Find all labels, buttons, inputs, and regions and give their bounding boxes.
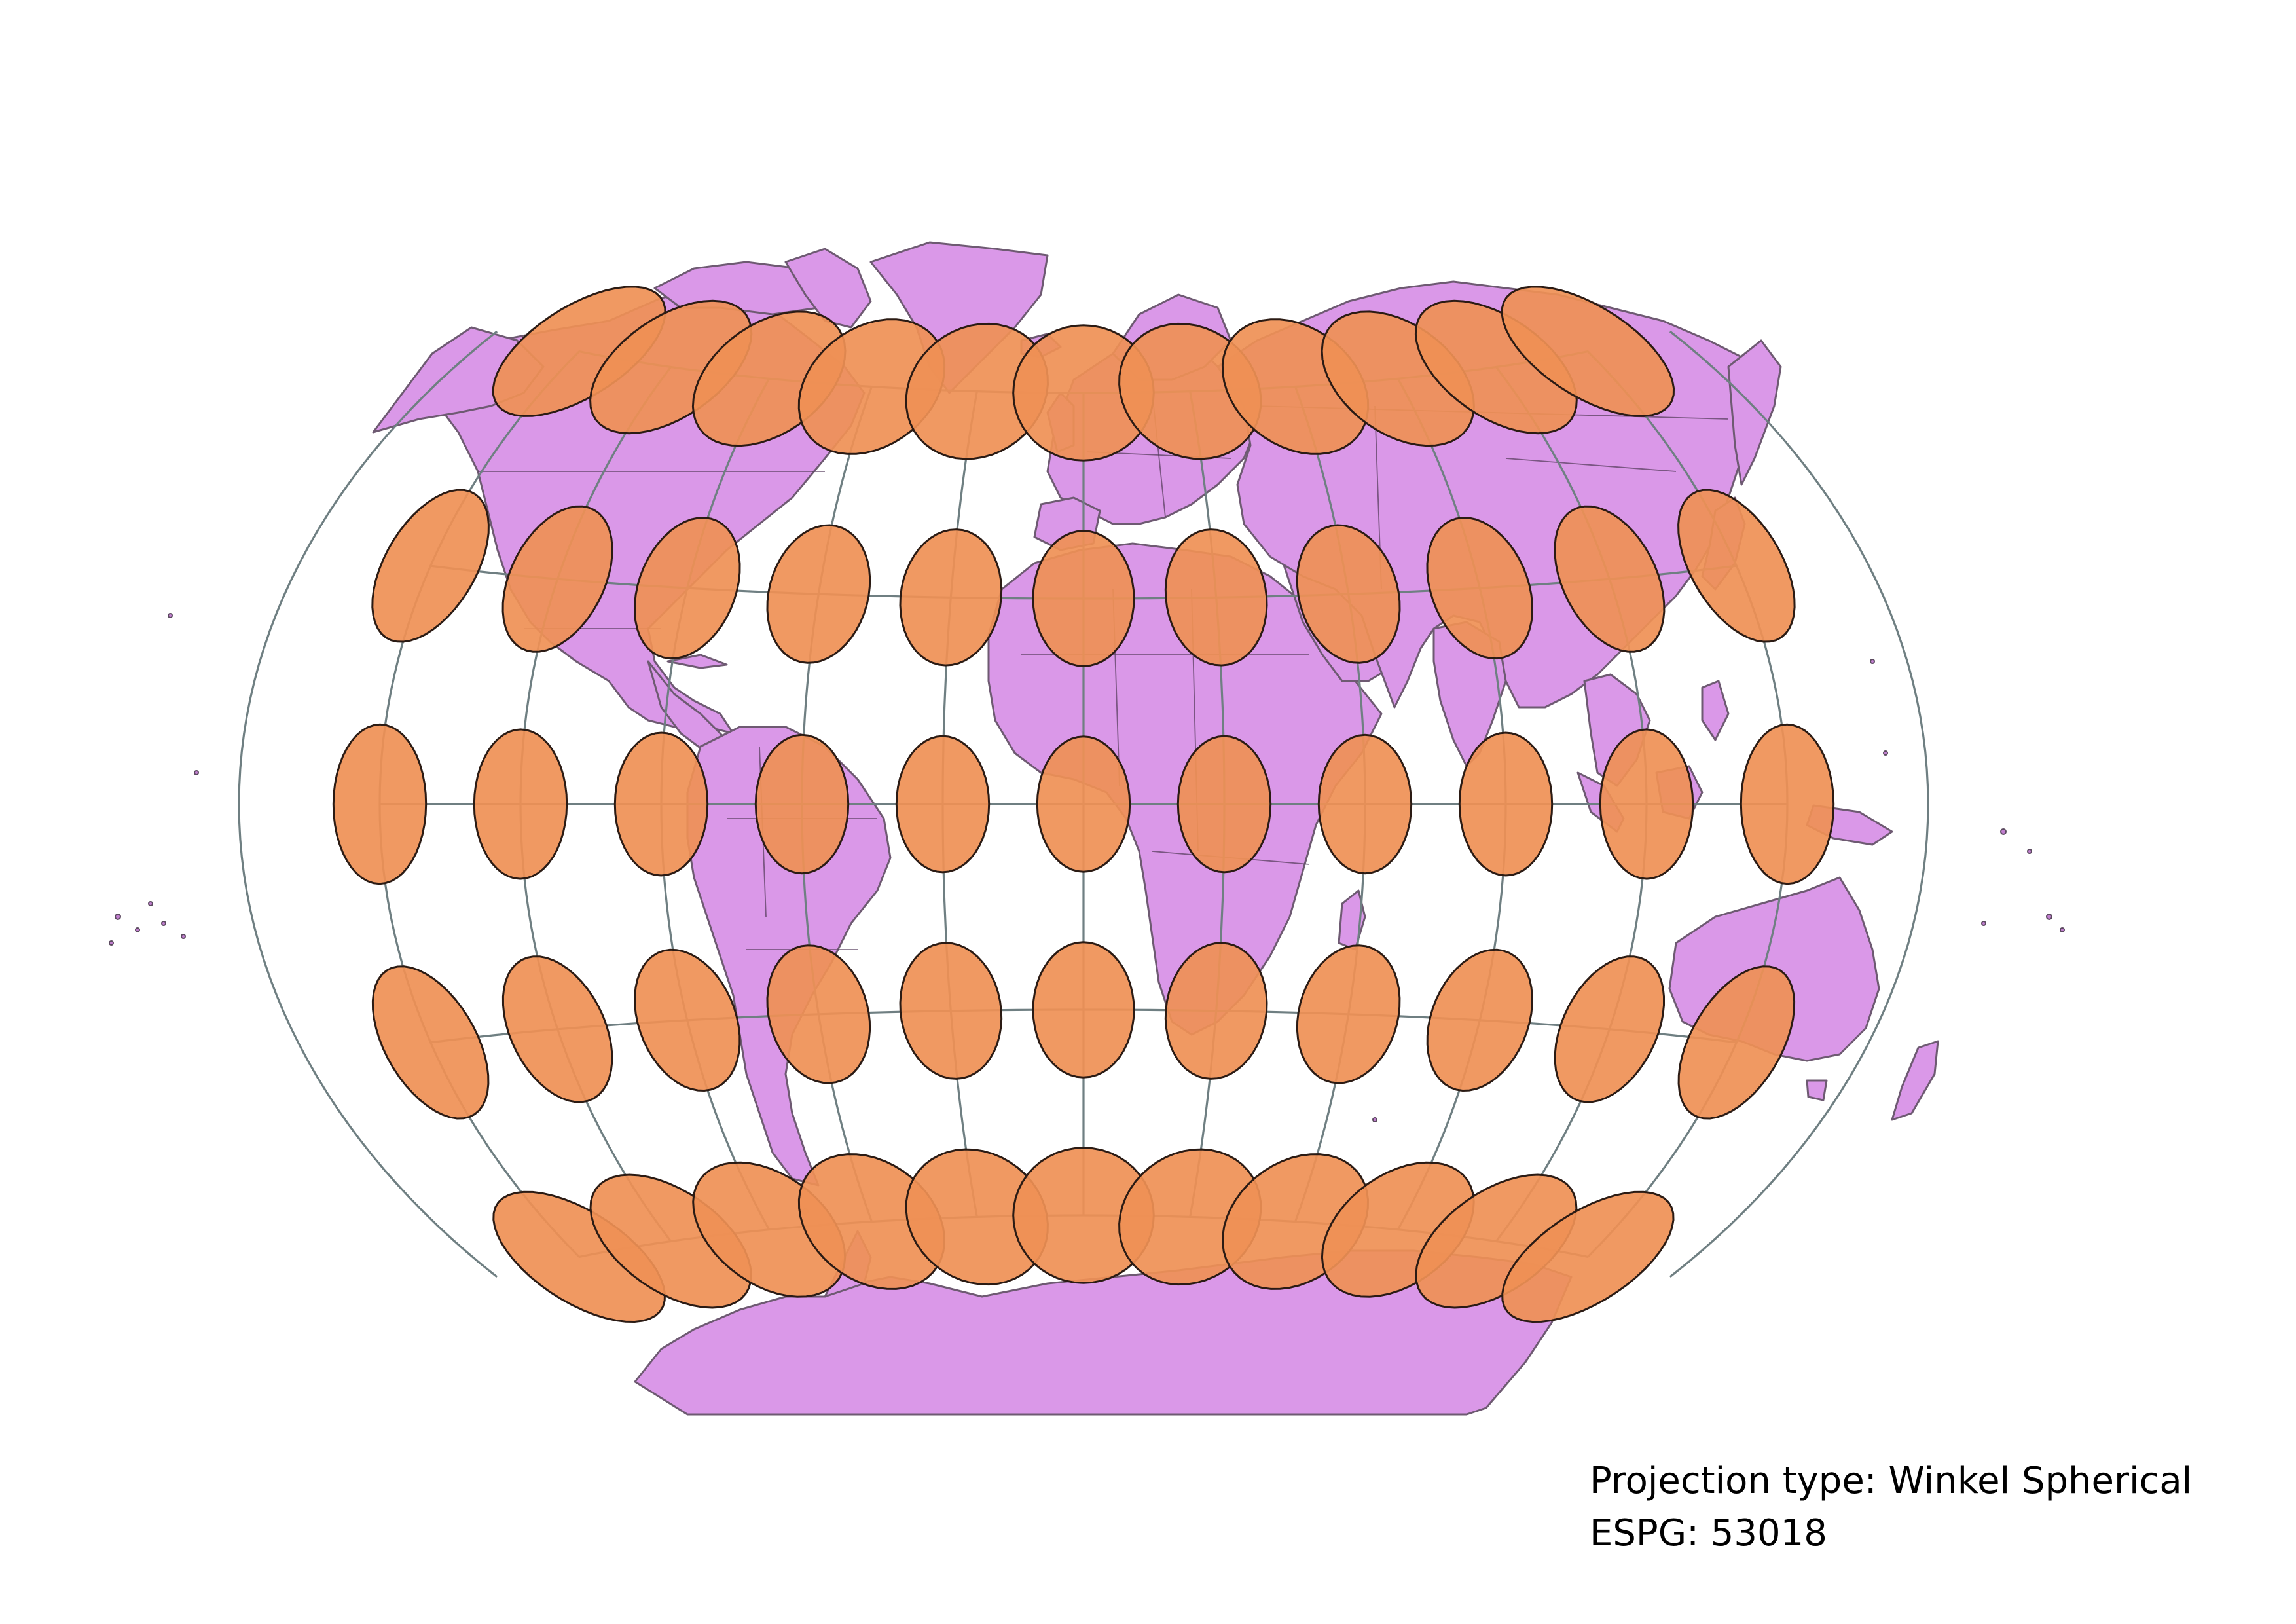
islet xyxy=(181,934,186,939)
tissot-indicatrix xyxy=(1176,735,1272,874)
epsg-value: 53018 xyxy=(1710,1512,1827,1555)
meridian-line xyxy=(238,330,498,1278)
tissot-indicatrix xyxy=(1554,505,1666,653)
islet xyxy=(115,913,121,920)
tissot-indicatrix xyxy=(589,299,753,435)
meridian-line xyxy=(1669,330,1929,1278)
tissot-indicatrix xyxy=(899,528,1003,667)
tissot-indicatrix xyxy=(1414,299,1578,435)
tissot-indicatrix xyxy=(1677,489,1796,643)
tissot-indicatrix xyxy=(1740,723,1835,885)
islet xyxy=(135,927,140,932)
islet xyxy=(148,901,153,906)
tissot-indicatrix xyxy=(1012,1147,1155,1284)
islet xyxy=(1870,659,1875,664)
epsg-line: ESPG: 53018 xyxy=(1590,1507,2192,1560)
landmass-philippines xyxy=(1701,680,1730,741)
islet xyxy=(109,940,114,946)
tissot-indicatrix xyxy=(797,318,946,455)
tissot-indicatrix xyxy=(797,1153,946,1290)
tissot-indicatrix xyxy=(1599,728,1694,880)
tissot-indicatrix xyxy=(1032,941,1135,1079)
tissot-indicatrix xyxy=(501,955,613,1103)
tissot-indicatrix xyxy=(1032,530,1135,667)
landmass-tasmania xyxy=(1806,1079,1828,1101)
tissot-indicatrix xyxy=(1501,1190,1675,1323)
projection-legend: Projection type: Winkel Spherical ESPG: … xyxy=(1590,1455,2192,1560)
landmass-alaska xyxy=(372,326,545,434)
border-asia-3 xyxy=(1505,458,1677,472)
tissot-indicatrix xyxy=(766,524,871,664)
tissot-indicatrix xyxy=(1012,324,1155,462)
tissot-indicatrix xyxy=(1296,524,1401,664)
tissot-indicatrix xyxy=(332,723,428,885)
landmass-far-east xyxy=(1727,339,1782,486)
tissot-indicatrix xyxy=(1677,965,1796,1120)
projection-type-line: Projection type: Winkel Spherical xyxy=(1590,1455,2192,1507)
tissot-indicatrices xyxy=(332,286,1835,1323)
tissot-indicatrix xyxy=(1296,944,1401,1084)
tissot-indicatrix xyxy=(895,735,991,874)
islet xyxy=(2027,849,2032,854)
tissot-indicatrix xyxy=(1036,735,1131,873)
islet xyxy=(2060,927,2065,932)
tissot-indicatrix xyxy=(634,948,741,1092)
landmass-baffin-island xyxy=(784,248,872,329)
landmass-new-zealand xyxy=(1891,1040,1939,1121)
tissot-indicatrix xyxy=(613,731,709,877)
islet xyxy=(161,921,166,926)
islet xyxy=(1372,1117,1377,1122)
tissot-indicatrix xyxy=(1415,1173,1578,1309)
islet xyxy=(2000,828,2007,835)
islet xyxy=(168,613,173,618)
tissot-indicatrix xyxy=(1458,731,1554,877)
tissot-indicatrix xyxy=(1554,955,1665,1103)
tissot-indicatrix xyxy=(754,733,850,875)
islet xyxy=(1883,750,1888,756)
tissot-indicatrix xyxy=(1426,948,1533,1092)
projection-type-label: Projection type: xyxy=(1590,1460,1877,1502)
tissot-indicatrix xyxy=(501,505,613,653)
tissot-indicatrix xyxy=(905,1148,1049,1286)
tissot-indicatrix xyxy=(899,942,1003,1080)
islet xyxy=(1981,921,1986,926)
projection-type-value: Winkel Spherical xyxy=(1888,1460,2193,1502)
epsg-label: ESPG: xyxy=(1590,1512,1699,1555)
tissot-indicatrix xyxy=(1317,733,1413,875)
islet xyxy=(2046,913,2052,920)
tissot-indicatrix xyxy=(905,322,1049,460)
islet xyxy=(194,770,199,775)
tissot-indicatrix xyxy=(633,517,741,660)
tissot-indicatrix xyxy=(492,1190,666,1323)
tissot-indicatrix xyxy=(1164,528,1268,667)
tissot-indicatrix xyxy=(1164,942,1268,1080)
tissot-indicatrix xyxy=(492,286,666,417)
tissot-indicatrix xyxy=(1426,517,1534,660)
tissot-indicatrix xyxy=(766,944,871,1084)
tissot-indicatrix xyxy=(473,728,568,880)
tissot-indicatrix xyxy=(371,489,490,643)
landmass-cuba xyxy=(666,654,728,669)
tissot-indicatrix xyxy=(371,965,490,1120)
tissot-indicatrix xyxy=(1501,286,1675,417)
tissot-indicatrix xyxy=(589,1173,752,1309)
